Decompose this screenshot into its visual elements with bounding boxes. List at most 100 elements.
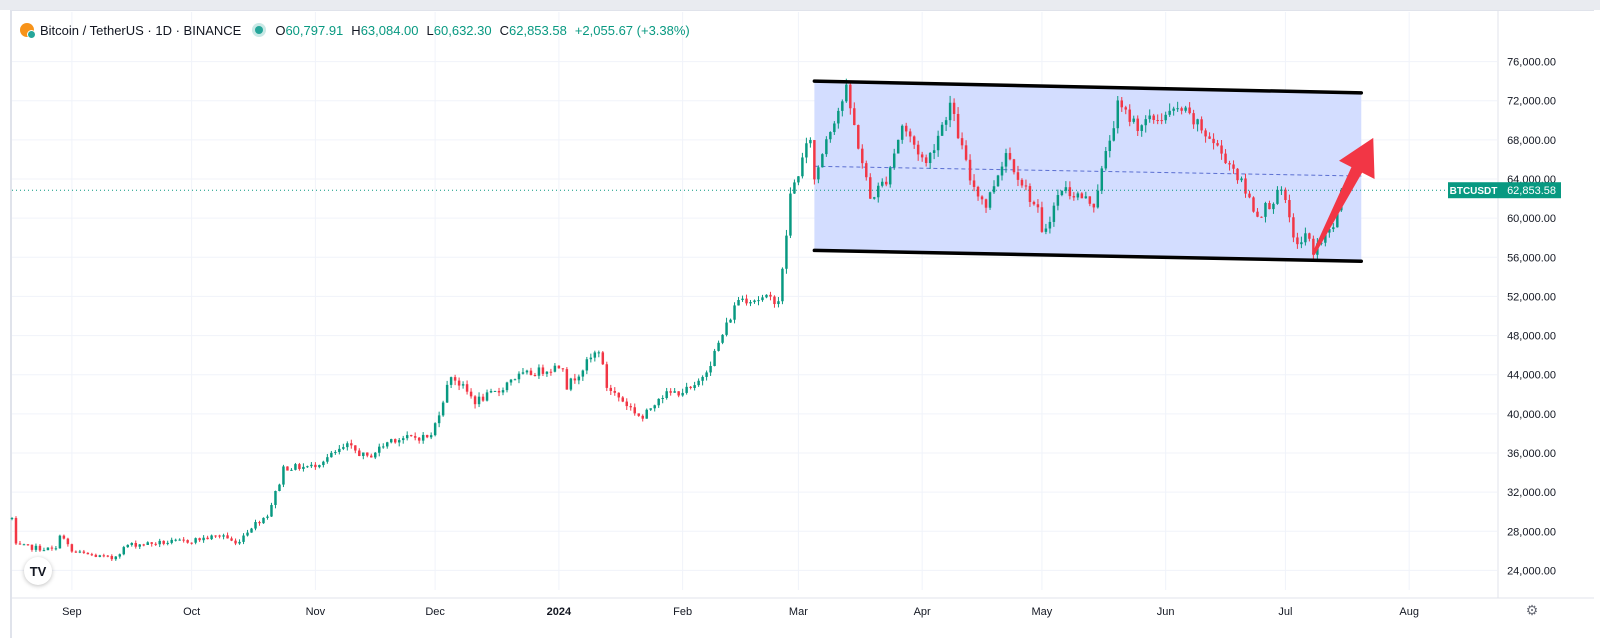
candle-body <box>78 551 82 553</box>
candle-body <box>1012 159 1016 173</box>
candle-body <box>118 554 122 557</box>
candle-body <box>884 181 888 185</box>
candle-body <box>817 167 820 180</box>
candle-body <box>1136 118 1139 131</box>
candle-body <box>1256 211 1259 217</box>
candle-body <box>166 542 169 544</box>
candle-body <box>370 455 373 458</box>
candle-body <box>1020 179 1024 186</box>
candle-body <box>1128 109 1131 122</box>
candle-body <box>417 437 421 441</box>
candle-body <box>689 386 692 388</box>
price-tick-label: 52,000.00 <box>1507 291 1556 303</box>
candle-body <box>765 294 768 298</box>
candle-body <box>789 193 792 236</box>
candle-body <box>122 547 126 555</box>
candle-body <box>126 544 130 548</box>
candle-body <box>569 378 573 390</box>
candle-body <box>629 406 632 408</box>
candle-body <box>697 380 700 386</box>
candle-body <box>18 543 22 545</box>
candle-body <box>425 434 429 438</box>
candle-body <box>633 407 636 414</box>
candle-body <box>22 544 26 546</box>
trend-arrow-icon <box>1312 137 1375 256</box>
candle-body <box>1140 125 1143 131</box>
candle-body <box>14 518 18 544</box>
candle-body <box>214 535 217 537</box>
candle-body <box>849 84 852 109</box>
candle-body <box>1268 203 1271 210</box>
candle-body <box>250 528 253 533</box>
candle-body <box>54 548 58 550</box>
candle-body <box>1000 166 1004 176</box>
price-axis[interactable]: 24,000.00 28,000.00 32,000.00 36,000.00 40,0… <box>1497 10 1556 598</box>
candle-body <box>1048 221 1052 229</box>
candle-body <box>932 150 936 153</box>
time-tick-label: Aug <box>1399 606 1419 618</box>
candle-body <box>577 376 581 381</box>
candle-body <box>138 544 141 547</box>
time-tick-label: Apr <box>914 606 931 618</box>
candle-body <box>1112 128 1116 141</box>
candle-body <box>1160 120 1163 122</box>
candle-body <box>1072 196 1076 198</box>
candle-body <box>729 319 732 323</box>
candle-body <box>1192 113 1195 125</box>
candle-body <box>186 540 189 543</box>
candle-body <box>318 465 321 468</box>
candle-body <box>673 391 676 393</box>
candle-body <box>1272 203 1275 210</box>
time-tick-label: Oct <box>183 606 200 618</box>
candle-body <box>773 296 776 305</box>
candle-body <box>1148 115 1151 120</box>
candle-body <box>1132 118 1135 122</box>
candle-body <box>621 397 625 402</box>
candle-body <box>705 372 708 377</box>
time-tick-label: Dec <box>425 606 445 618</box>
candle-body <box>733 305 736 320</box>
time-axis[interactable]: Sep Oct Nov Dec 2024 Feb Mar Apr May Jun Jul Aug <box>10 597 1594 618</box>
candle-body <box>749 302 752 304</box>
candle-body <box>709 365 712 373</box>
candle-body <box>585 359 589 371</box>
candle-body <box>62 535 66 539</box>
candle-body <box>146 542 149 546</box>
candle-body <box>429 435 433 438</box>
candle-body <box>745 298 748 304</box>
settings-gear-icon[interactable]: ⚙ <box>1525 602 1539 618</box>
candle-body <box>1208 136 1211 139</box>
candle-body <box>1300 242 1303 245</box>
candle-body <box>1068 187 1072 197</box>
candle-body <box>1292 217 1295 238</box>
candle-body <box>513 379 517 381</box>
candle-body <box>1008 153 1012 160</box>
tradingview-logo[interactable]: TV <box>24 557 52 585</box>
candle-body <box>777 301 780 305</box>
candle-body <box>801 157 804 177</box>
candle-body <box>1296 237 1299 245</box>
candle-body <box>956 113 960 139</box>
candle-body <box>1084 196 1088 199</box>
candle-body <box>829 132 832 140</box>
candle-body <box>34 545 38 550</box>
window-top-strip <box>0 0 1600 10</box>
candle-body <box>366 452 369 456</box>
candle-body <box>182 539 185 541</box>
candle-body <box>246 532 249 536</box>
price-channel[interactable] <box>814 81 1362 262</box>
candle-body <box>1076 193 1080 198</box>
candle-body <box>1200 119 1203 131</box>
candle-body <box>274 490 277 505</box>
symbol-title[interactable]: Bitcoin / TetherUS · 1D · BINANCE <box>40 22 242 38</box>
candle-body <box>162 540 165 544</box>
time-tick-label: Feb <box>673 606 692 618</box>
price-tick-label: 76,000.00 <box>1507 57 1556 69</box>
candle-body <box>1124 107 1127 110</box>
candle-body <box>82 551 86 553</box>
price-tick-label: 60,000.00 <box>1507 213 1556 225</box>
candle-body <box>1276 189 1279 204</box>
candle-body <box>114 556 118 560</box>
price-tick-label: 68,000.00 <box>1507 135 1556 147</box>
